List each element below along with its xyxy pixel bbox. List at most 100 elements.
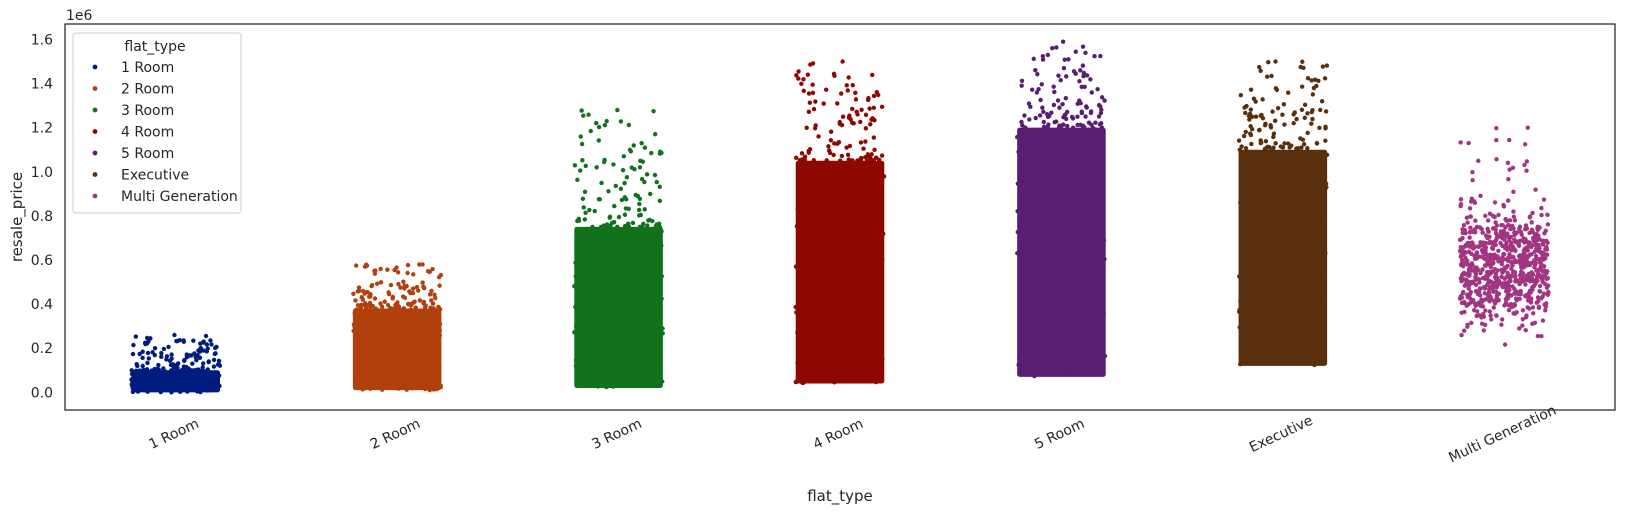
- data-point: [1037, 221, 1043, 226]
- data-point: [659, 243, 664, 248]
- data-point: [394, 365, 399, 370]
- data-point: [1257, 214, 1262, 219]
- data-point: [1314, 156, 1319, 161]
- data-point: [1095, 170, 1100, 176]
- data-point: [402, 352, 408, 357]
- data-point: [579, 141, 585, 147]
- data-point: [874, 171, 879, 177]
- data-point: [1063, 116, 1069, 122]
- data-point: [1244, 308, 1249, 314]
- data-point: [605, 337, 611, 342]
- data-point: [148, 336, 153, 341]
- data-point: [1273, 276, 1279, 281]
- data-point: [1051, 84, 1056, 89]
- data-point: [585, 274, 591, 280]
- data-point: [1045, 207, 1051, 212]
- y-axis-ticks: 0.00.20.40.60.81.01.21.41.6: [31, 32, 53, 401]
- data-point: [367, 300, 373, 306]
- data-point: [197, 377, 202, 383]
- data-point: [403, 358, 409, 364]
- data-point: [819, 238, 825, 244]
- data-point: [1059, 245, 1064, 250]
- data-point: [402, 345, 408, 351]
- data-point: [408, 337, 414, 342]
- data-point: [813, 99, 818, 104]
- data-point: [1498, 231, 1503, 236]
- data-point: [1083, 50, 1088, 56]
- data-point: [1526, 291, 1531, 296]
- data-point: [408, 308, 414, 313]
- data-point: [1485, 235, 1490, 241]
- data-point: [1242, 281, 1247, 286]
- data-point: [847, 252, 853, 258]
- data-point: [375, 376, 381, 381]
- data-point: [1323, 109, 1329, 114]
- data-point: [163, 375, 169, 380]
- data-point: [1236, 138, 1242, 143]
- data-point: [1272, 333, 1277, 338]
- data-point: [1041, 235, 1046, 240]
- data-point: [644, 360, 650, 366]
- data-point: [1466, 140, 1471, 146]
- data-point: [642, 240, 648, 246]
- data-point: [354, 263, 359, 268]
- data-point: [851, 121, 856, 126]
- data-point: [1285, 238, 1290, 243]
- data-point: [824, 87, 829, 92]
- data-point: [144, 383, 149, 389]
- data-point: [1028, 350, 1034, 355]
- data-point: [807, 309, 813, 314]
- data-point: [626, 206, 631, 212]
- data-point: [1247, 166, 1253, 171]
- x-axis-ticks: 1 Room 2 Room 3 Room 4 Room 5 Room Executive M…: [147, 402, 1559, 466]
- data-point: [1015, 229, 1020, 235]
- data-point: [1075, 350, 1080, 355]
- y-axis-label: resale_price: [8, 172, 27, 262]
- data-point: [1494, 157, 1499, 162]
- data-point: [861, 340, 867, 346]
- data-point: [623, 343, 628, 349]
- data-point: [1292, 110, 1297, 115]
- data-point: [384, 348, 390, 354]
- data-point: [1289, 357, 1294, 362]
- data-point: [1074, 336, 1079, 341]
- data-point: [572, 283, 577, 289]
- data-point: [630, 220, 636, 226]
- data-point: [215, 362, 221, 367]
- data-point: [1539, 256, 1544, 261]
- y-tick-label: 1.4: [31, 77, 53, 93]
- data-point: [168, 378, 173, 384]
- data-point: [371, 332, 376, 338]
- data-point: [1321, 299, 1326, 304]
- data-point: [624, 230, 630, 236]
- data-point: [1267, 164, 1272, 169]
- data-point: [802, 154, 808, 159]
- data-point: [1278, 228, 1284, 234]
- data-point: [170, 368, 175, 373]
- data-point: [1477, 293, 1483, 298]
- data-point: [1468, 199, 1474, 204]
- data-point: [803, 361, 809, 366]
- data-point: [1291, 177, 1297, 182]
- data-point: [378, 266, 383, 272]
- data-point: [376, 331, 382, 337]
- data-point: [432, 312, 437, 318]
- data-point: [795, 207, 800, 212]
- data-point: [1243, 190, 1248, 196]
- data-point: [806, 109, 812, 115]
- data-point: [1270, 109, 1275, 114]
- data-point: [867, 352, 872, 357]
- data-point: [1082, 371, 1087, 377]
- data-point: [874, 322, 880, 327]
- data-point: [1528, 244, 1534, 250]
- data-point: [1080, 144, 1085, 149]
- data-point: [806, 236, 811, 242]
- data-point: [847, 179, 852, 184]
- data-point: [604, 384, 609, 390]
- data-point: [1543, 308, 1548, 313]
- data-point: [1025, 202, 1030, 207]
- data-point: [1528, 271, 1533, 277]
- data-point: [1280, 145, 1286, 150]
- data-point: [1037, 113, 1043, 118]
